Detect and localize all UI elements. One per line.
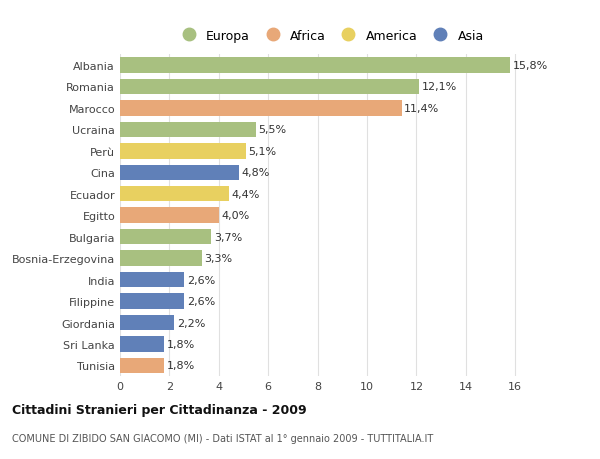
Bar [120,123,256,138]
Text: 3,7%: 3,7% [214,232,242,242]
Bar [120,58,511,73]
Bar [120,144,246,159]
Text: 3,3%: 3,3% [204,253,232,263]
Text: 4,4%: 4,4% [231,189,260,199]
Text: 1,8%: 1,8% [167,339,195,349]
Bar [120,79,419,95]
Text: 5,1%: 5,1% [248,146,277,157]
Text: 4,8%: 4,8% [241,168,269,178]
Legend: Europa, Africa, America, Asia: Europa, Africa, America, Asia [172,26,488,46]
Bar [120,315,175,330]
Bar [120,165,239,180]
Text: 11,4%: 11,4% [404,104,439,114]
Bar [120,187,229,202]
Text: 1,8%: 1,8% [167,361,195,371]
Text: Cittadini Stranieri per Cittadinanza - 2009: Cittadini Stranieri per Cittadinanza - 2… [12,403,307,416]
Bar [120,208,219,224]
Bar [120,101,401,116]
Text: 4,0%: 4,0% [221,211,250,221]
Bar [120,358,164,373]
Text: 12,1%: 12,1% [421,82,457,92]
Text: 2,6%: 2,6% [187,297,215,307]
Text: 15,8%: 15,8% [513,61,548,71]
Text: 5,5%: 5,5% [259,125,286,135]
Bar [120,230,211,245]
Bar [120,336,164,352]
Text: 2,6%: 2,6% [187,275,215,285]
Bar [120,294,184,309]
Text: COMUNE DI ZIBIDO SAN GIACOMO (MI) - Dati ISTAT al 1° gennaio 2009 - TUTTITALIA.I: COMUNE DI ZIBIDO SAN GIACOMO (MI) - Dati… [12,433,433,442]
Bar [120,272,184,288]
Bar [120,251,202,266]
Text: 2,2%: 2,2% [177,318,205,328]
